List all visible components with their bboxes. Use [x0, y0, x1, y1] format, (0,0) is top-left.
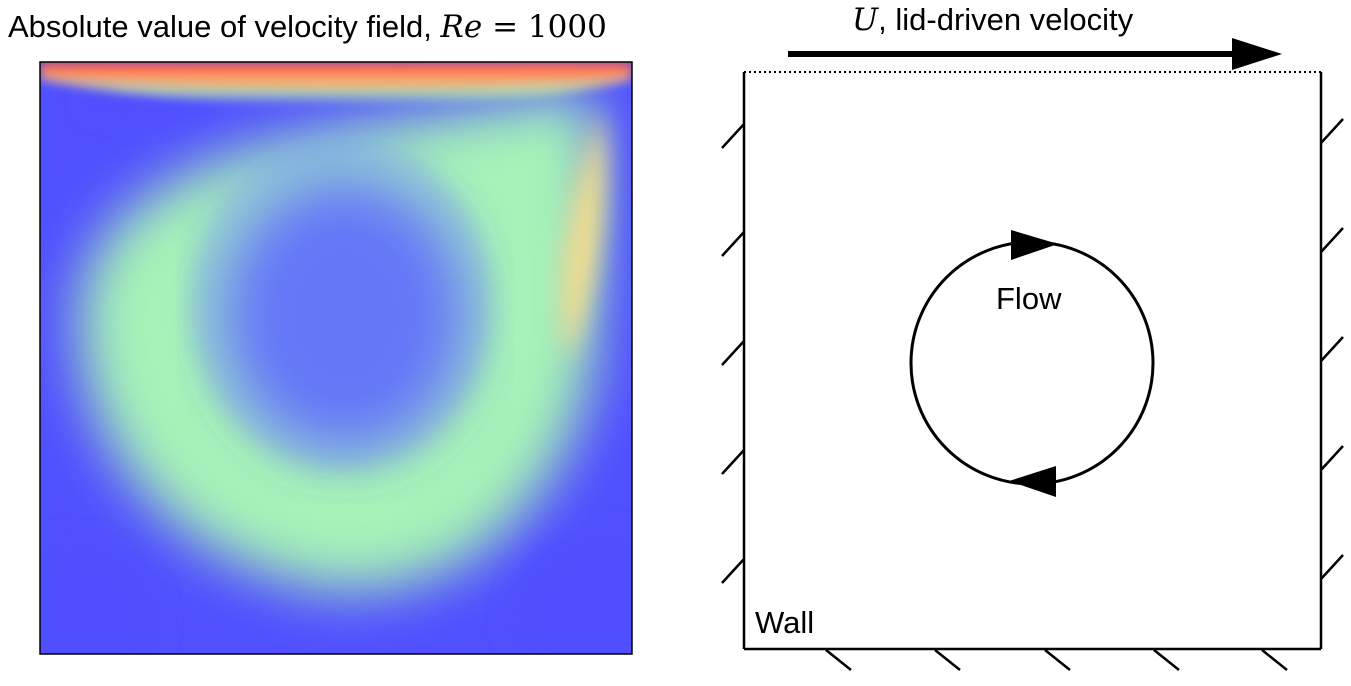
lid-velocity-label: U, lid-driven velocity: [852, 2, 1134, 38]
flow-arrow-bottom-icon: [1009, 466, 1056, 497]
velocity-heatmap: [40, 62, 632, 654]
left-wall-hatching: [721, 123, 745, 584]
heatmap-frame: [39, 61, 633, 655]
right-wall-hatching: [1320, 118, 1344, 580]
bottom-wall-hatching: [825, 649, 1288, 671]
flow-label: Flow: [996, 281, 1062, 316]
cavity-walls: [742, 72, 1323, 651]
flow-arrow-top-icon: [1011, 230, 1058, 260]
lid-arrow: [788, 38, 1282, 70]
heatmap-title: Absolute value of velocity field, Re = 1…: [8, 9, 607, 45]
wall-label: Wall: [755, 605, 814, 640]
flow-circulation: [909, 230, 1155, 497]
